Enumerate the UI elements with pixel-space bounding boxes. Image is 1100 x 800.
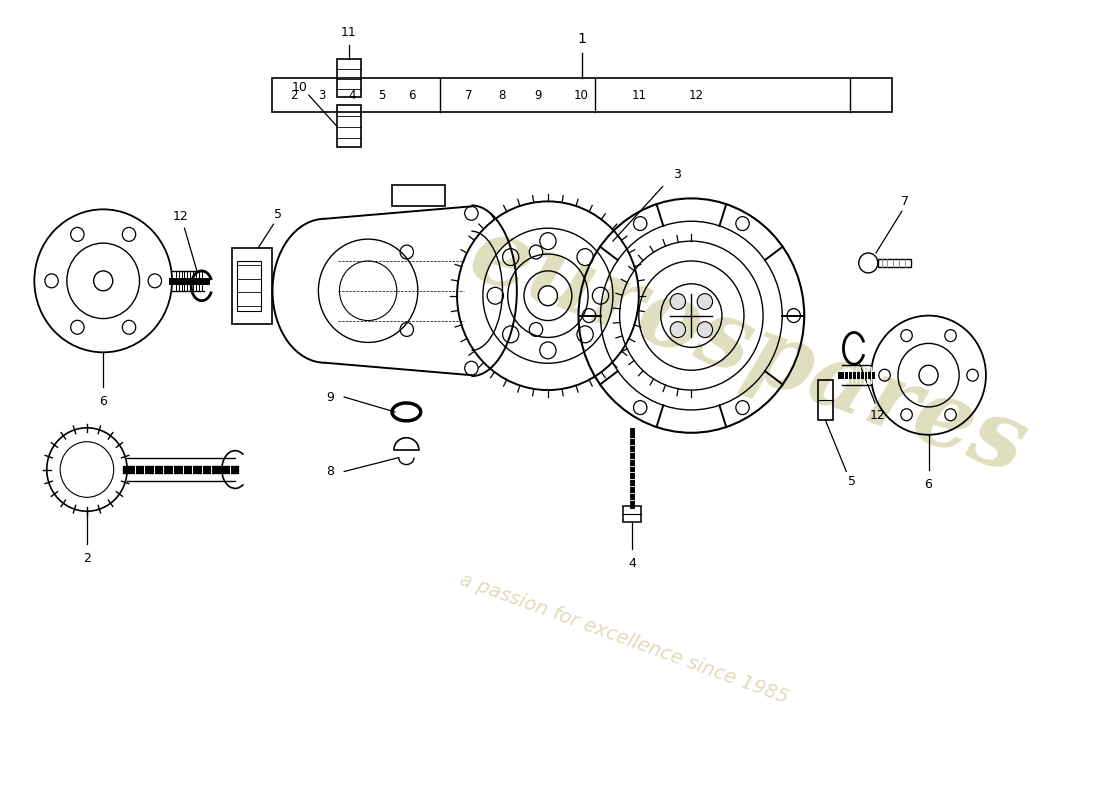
Text: 8: 8 [498, 89, 506, 102]
Circle shape [538, 286, 558, 306]
Text: 11: 11 [341, 26, 356, 39]
Bar [238, 261, 261, 310]
Text: a passion for excellence since 1985: a passion for excellence since 1985 [458, 570, 791, 707]
Text: 12: 12 [870, 410, 886, 422]
Circle shape [918, 366, 938, 385]
Text: 6: 6 [99, 395, 107, 409]
Text: 11: 11 [631, 89, 647, 102]
Text: 12: 12 [173, 210, 188, 222]
Text: 6: 6 [925, 478, 933, 491]
Bar [337, 105, 362, 146]
Bar [624, 506, 640, 522]
Text: 5: 5 [274, 208, 283, 221]
Circle shape [697, 322, 713, 338]
Bar [392, 185, 444, 206]
Text: 3: 3 [673, 168, 681, 181]
Circle shape [94, 271, 113, 290]
Text: 2: 2 [289, 89, 297, 102]
Bar [273, 78, 892, 112]
Circle shape [697, 294, 713, 310]
Text: 4: 4 [348, 89, 355, 102]
Text: 10: 10 [574, 89, 589, 102]
Circle shape [670, 294, 685, 310]
Text: 2: 2 [82, 552, 91, 566]
Text: 1: 1 [578, 31, 586, 46]
Text: 9: 9 [326, 390, 333, 403]
Bar [817, 380, 833, 420]
Text: 10: 10 [292, 81, 307, 94]
Bar [878, 259, 911, 267]
Circle shape [670, 322, 685, 338]
Text: 6: 6 [408, 89, 416, 102]
Text: 9: 9 [535, 89, 542, 102]
Text: 5: 5 [377, 89, 385, 102]
Text: 8: 8 [326, 465, 334, 478]
Text: 3: 3 [319, 89, 326, 102]
Text: 7: 7 [465, 89, 472, 102]
Text: 5: 5 [848, 475, 856, 488]
Bar [232, 248, 273, 323]
Text: 7: 7 [901, 195, 909, 208]
Bar [337, 59, 362, 97]
Text: 12: 12 [689, 89, 704, 102]
Text: 4: 4 [628, 558, 636, 570]
Text: eurospares: eurospares [459, 208, 1040, 493]
